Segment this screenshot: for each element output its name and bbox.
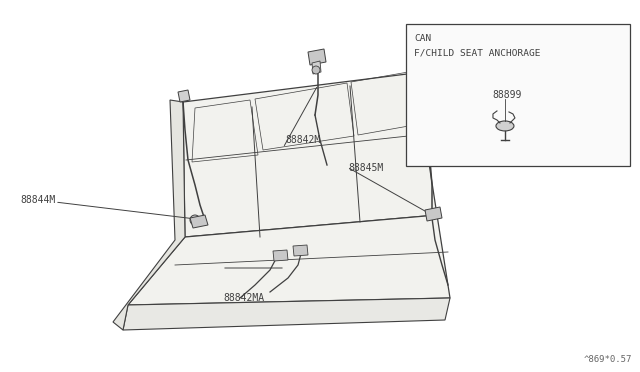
Text: 88899: 88899 bbox=[493, 90, 522, 100]
Polygon shape bbox=[183, 73, 437, 237]
Polygon shape bbox=[273, 250, 288, 261]
Circle shape bbox=[422, 108, 430, 116]
Ellipse shape bbox=[496, 121, 514, 131]
Text: F/CHILD SEAT ANCHORAGE: F/CHILD SEAT ANCHORAGE bbox=[415, 48, 541, 57]
Text: CAN: CAN bbox=[415, 34, 431, 43]
Polygon shape bbox=[293, 245, 308, 256]
Text: ^869*0.57: ^869*0.57 bbox=[584, 355, 632, 364]
Circle shape bbox=[312, 66, 320, 74]
Polygon shape bbox=[312, 61, 321, 74]
Text: 88845M: 88845M bbox=[348, 163, 383, 173]
Bar bbox=[406, 24, 630, 166]
Text: 88842MA: 88842MA bbox=[223, 293, 264, 303]
Polygon shape bbox=[128, 215, 450, 305]
Polygon shape bbox=[190, 215, 208, 228]
Polygon shape bbox=[113, 100, 185, 330]
Polygon shape bbox=[123, 298, 450, 330]
Polygon shape bbox=[422, 106, 431, 120]
Polygon shape bbox=[418, 97, 434, 111]
Circle shape bbox=[190, 215, 200, 225]
Text: 88844M: 88844M bbox=[20, 195, 55, 205]
Text: 88842M: 88842M bbox=[285, 135, 320, 145]
Polygon shape bbox=[425, 207, 442, 221]
Polygon shape bbox=[178, 90, 190, 102]
Polygon shape bbox=[308, 49, 326, 65]
